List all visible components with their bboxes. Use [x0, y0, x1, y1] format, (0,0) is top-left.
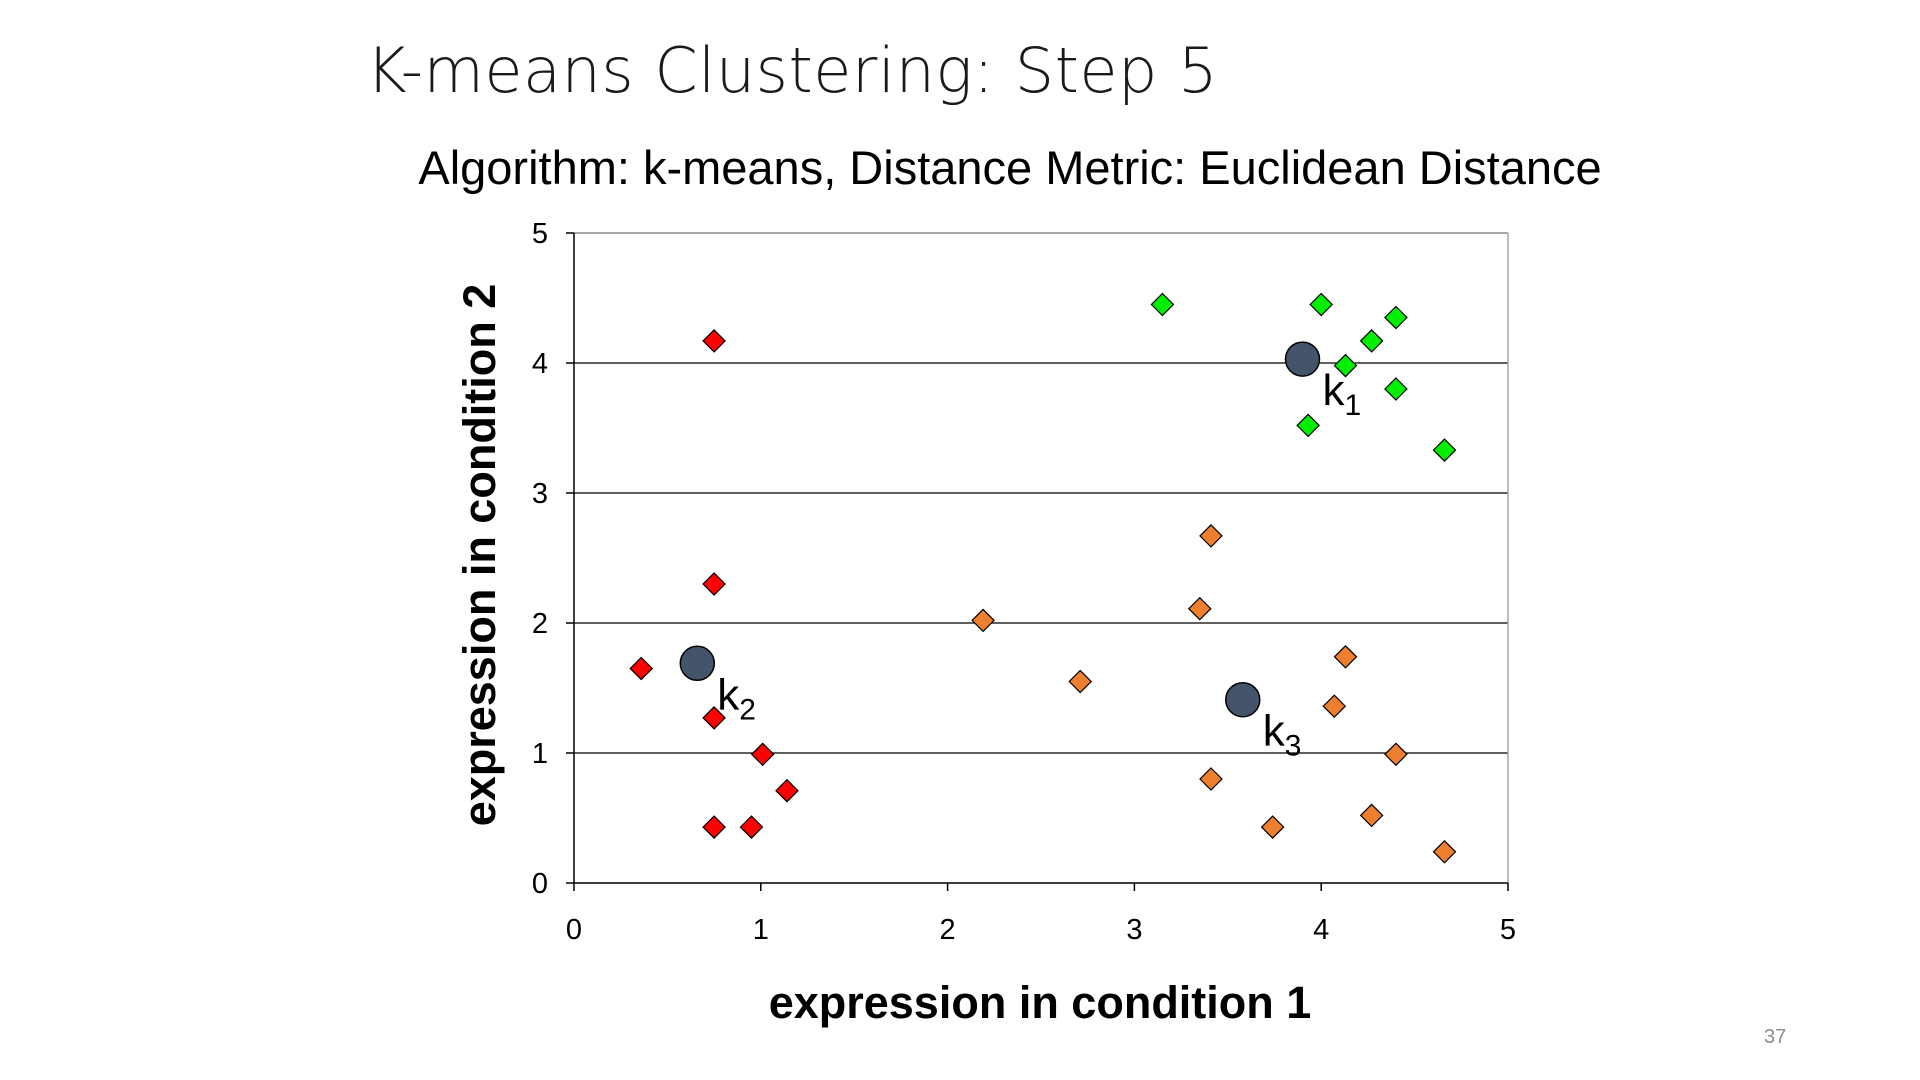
data-point-cluster-1 [1384, 377, 1408, 401]
data-point-cluster-1 [1309, 292, 1334, 317]
centroid-label-k1: k1 [1323, 366, 1362, 422]
x-axis-label: expression in condition 1 [769, 977, 1312, 1028]
centroid-k1 [1284, 341, 1321, 377]
tick-labels: 0 1 2 3 4 5 0 1 2 3 4 5 [532, 218, 1516, 946]
chart-title: Algorithm: k-means, Distance Metric: Euc… [418, 141, 1602, 194]
data-point-cluster-3 [1432, 839, 1457, 864]
x-tick-label: 5 [1500, 914, 1516, 946]
page-number: 37 [1764, 1026, 1787, 1048]
x-tick-label: 0 [566, 914, 582, 946]
grid-lines [574, 232, 1508, 754]
x-tick-label: 3 [1126, 914, 1142, 946]
y-tick-label: 4 [532, 348, 548, 380]
centroids: k1 k2 k3 [679, 341, 1362, 763]
y-tick-label: 0 [532, 868, 548, 900]
data-point-cluster-2 [739, 815, 764, 839]
data-point-cluster-3 [1384, 742, 1408, 767]
centroid-label-k3: k3 [1263, 707, 1302, 763]
data-point-cluster-2 [702, 329, 726, 353]
data-point-cluster-2 [629, 656, 654, 681]
data-point-cluster-2 [775, 778, 799, 803]
data-point-cluster-3 [1333, 644, 1358, 669]
data-point-cluster-1 [1359, 329, 1384, 353]
x-tick-label: 4 [1313, 914, 1329, 946]
data-point-cluster-1 [1333, 353, 1358, 378]
data-point-cluster-3 [971, 608, 995, 633]
centroid-label-k2: k2 [717, 670, 756, 726]
axes [566, 232, 1509, 891]
data-point-cluster-3 [1359, 803, 1384, 828]
data-point-cluster-1 [1384, 305, 1408, 330]
data-point-cluster-1 [1150, 292, 1175, 317]
data-point-cluster-1 [1296, 413, 1320, 438]
data-point-cluster-3 [1322, 694, 1347, 719]
x-tick-label: 1 [753, 914, 769, 946]
data-point-cluster-2 [702, 815, 726, 839]
x-tick-label: 2 [940, 914, 956, 946]
data-point-cluster-3 [1068, 669, 1093, 694]
data-point-cluster-3 [1199, 767, 1223, 791]
data-point-cluster-3 [1199, 524, 1223, 548]
slide-title: K-means Clustering: Step 5 [366, 34, 1219, 107]
data-point-cluster-2 [702, 706, 726, 730]
data-point-cluster-1 [1432, 438, 1457, 462]
data-point-cluster-3 [1187, 596, 1212, 621]
y-tick-label: 1 [532, 738, 548, 770]
centroid-k2 [679, 645, 716, 682]
centroid-k3 [1224, 681, 1261, 718]
data-points [629, 292, 1457, 864]
data-point-cluster-2 [750, 742, 775, 767]
data-point-cluster-3 [1260, 815, 1285, 839]
y-tick-label: 2 [532, 608, 548, 640]
y-tick-label: 3 [532, 478, 548, 510]
y-tick-label: 5 [532, 218, 548, 250]
data-point-cluster-2 [702, 572, 726, 596]
y-axis-label: expression in condition 2 [454, 284, 505, 827]
